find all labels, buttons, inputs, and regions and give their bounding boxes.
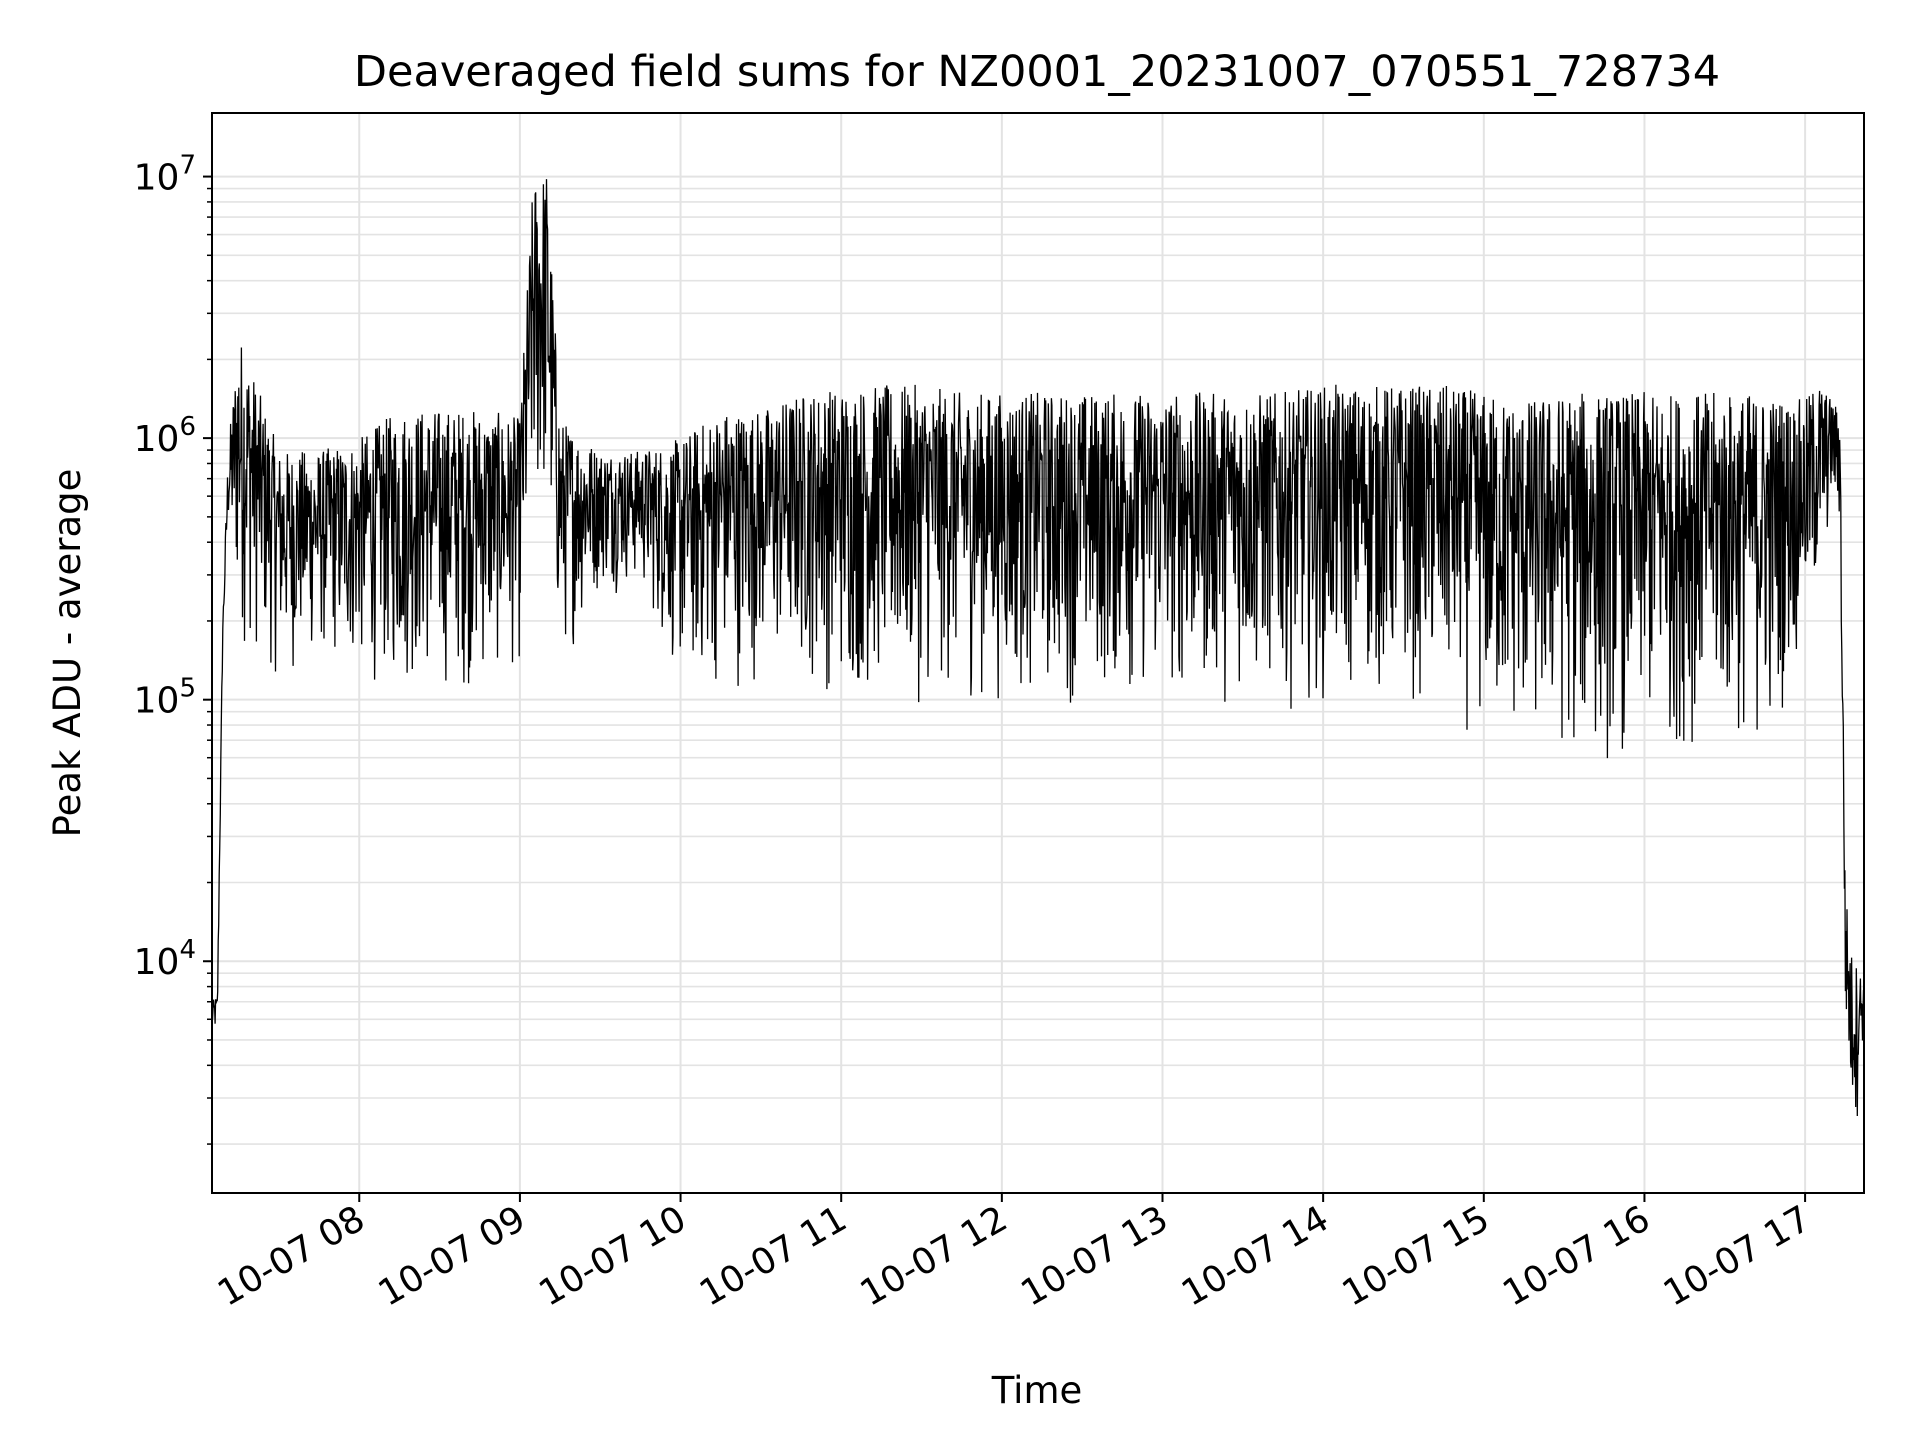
- x-tick-label: 10-07 13: [1014, 1198, 1175, 1314]
- x-tick-label: 10-07 08: [211, 1198, 372, 1314]
- x-tick-label: 10-07 17: [1657, 1198, 1818, 1314]
- y-tick-label: 105: [134, 674, 196, 722]
- x-tick-label: 10-07 11: [693, 1198, 854, 1314]
- y-tick-label: 107: [134, 151, 196, 199]
- series-line: [212, 179, 1864, 1117]
- y-tick-label-exponent: 7: [179, 151, 196, 181]
- plot-frame: [211, 112, 1865, 1194]
- y-tick-label-exponent: 4: [179, 935, 196, 965]
- x-tick-label: 10-07 12: [854, 1198, 1015, 1314]
- y-tick-label-base: 10: [134, 158, 180, 199]
- x-tick-label: 10-07 15: [1336, 1198, 1497, 1314]
- y-axis-label: Peak ADU - average: [46, 469, 89, 838]
- x-tick-label: 10-07 10: [532, 1198, 693, 1314]
- x-tick-label: 10-07 16: [1496, 1198, 1657, 1314]
- chart-title: Deaveraged field sums for NZ0001_2023100…: [354, 47, 1720, 97]
- x-tick-label: 10-07 14: [1175, 1198, 1336, 1314]
- x-tick-label: 10-07 09: [372, 1198, 533, 1314]
- y-tick-label-base: 10: [134, 681, 180, 722]
- y-tick-label-base: 10: [134, 419, 180, 460]
- y-tick-label-exponent: 6: [179, 412, 196, 442]
- y-tick-label: 104: [134, 935, 196, 983]
- y-tick-label-exponent: 5: [179, 674, 196, 704]
- y-tick-label: 106: [134, 412, 196, 460]
- series-trace: [212, 179, 1864, 1117]
- x-axis: 10-07 08 10-07 09 10-07 10 10-07 11 10-07 12…: [211, 1193, 1818, 1315]
- y-tick-label-base: 10: [134, 942, 180, 983]
- grid: [212, 113, 1864, 1193]
- x-axis-label: Time: [991, 1369, 1083, 1412]
